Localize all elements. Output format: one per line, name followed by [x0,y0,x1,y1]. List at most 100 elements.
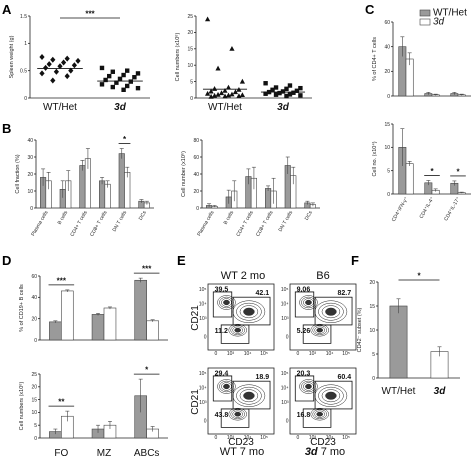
gate-percentage: 18.9 [256,374,270,381]
gate-percentage: 43.8 [215,412,229,419]
data-point [114,80,119,85]
data-point [225,92,232,98]
y-axis-label: CD42⁻ subset (%) [357,307,363,352]
data-point [280,89,286,94]
axis-tick-label: 10⁴ [199,301,207,307]
density-contour [228,323,247,337]
density-contour [318,386,344,405]
gate-percentage: 39.5 [215,286,229,293]
flow-y-axis-label: CD21 [190,305,201,331]
category-label: WT/Het [382,386,416,397]
axis-tick-label: 10³ [281,316,289,322]
density-contour [236,386,262,405]
chart-C-bottom: 0 5 10 15 Cell no. (x10⁴) CD4⁺IFN-γ⁺ CD4⁺IL-4⁺… [371,122,471,223]
panel-label-f: F [351,253,359,268]
density-contour [232,410,243,418]
axis-tick-label: 10⁴ [326,435,334,441]
axis-tick-label: 10⁵ [342,351,350,357]
gate [302,408,332,428]
data-point [50,56,56,63]
density-contour [230,325,245,336]
data-point [284,86,289,92]
category-label: B cells [57,210,70,226]
y-tick-label: 25 [187,14,193,20]
axis-tick-label: 10³ [227,435,235,441]
flow-plot: 9.06 82.7 5.26 10⁵ 10⁴ 10³ 0 0 10³ 10⁴ 10⁵ [281,283,357,357]
bar [61,290,74,341]
data-point [39,70,45,77]
data-point [284,93,289,99]
axis-tick-label: 0 [215,435,218,441]
density-contour [239,305,259,319]
category-label: Plasma cells [196,210,215,238]
category-label: DCs [138,210,148,222]
axis-tick-label: 10⁴ [281,385,289,391]
significance-label: *** [85,10,95,19]
y-tick-label: 10 [27,189,33,195]
y-tick-label: 0 [387,192,390,198]
density-contour [301,296,316,309]
density-contour [321,305,341,319]
flow-title: 3d 7 mo [305,446,345,458]
gate-percentage: 11.2 [215,328,228,335]
y-tick-label: 1 [24,41,27,47]
significance-label: *** [57,276,67,285]
data-point [287,83,293,88]
density-contour [318,302,344,321]
y-tick-label: 5 [190,79,193,85]
bar [405,163,414,195]
y-tick-label: 40 [27,138,33,144]
axis-tick-label: 10³ [199,400,207,406]
bar [91,314,105,341]
density-contour [234,327,242,333]
y-tick-label: 10 [384,145,390,151]
density-contour [305,383,312,390]
density-contour [299,295,318,310]
legend-swatch [419,18,431,26]
data-point [39,54,45,60]
panel-label-c: C [365,2,375,17]
y-tick-label: 20 [31,316,37,322]
y-tick-label: 40 [384,44,390,50]
y-tick-label: 20 [187,30,193,36]
data-point [121,72,126,78]
density-contour [243,391,255,400]
axis-tick-label: 10⁵ [199,371,207,377]
y-tick-label: 40 [193,172,199,178]
y-axis-label: % of CD19+ B cells [19,284,25,332]
category-label: Plasma cells [30,210,49,238]
y-axis-label: Cell numbers (x10⁶) [18,381,25,430]
axis-tick-label: 0 [297,435,300,441]
gate-percentage: 29.4 [215,370,229,377]
y-tick-label: 10 [187,63,193,69]
density-contour [239,389,259,403]
chart-B-left: 0 10 20 30 40 Cell fraction (%) Plasma cells B … [15,135,154,238]
category-label: CD4⁺IL-17⁺ [443,196,462,222]
y-tick-label: 20 [31,385,37,391]
density-contour [314,410,325,418]
density-contour [310,323,329,337]
density-contour [321,389,341,403]
bar [118,153,125,209]
y-tick-label: 30 [27,155,33,161]
data-point [239,78,245,84]
y-tick-label: 0.5 [20,68,27,74]
axis-tick-label: 0 [286,418,289,424]
density-contour [243,307,255,316]
axis-tick-label: 0 [297,351,300,357]
density-contour [228,407,247,421]
y-tick-label: 1.5 [20,14,27,20]
density-contour [299,379,318,394]
data-point [208,93,214,99]
category-label: CD4+ T cells [69,210,89,238]
y-axis-label: Cell no. (x10⁴) [371,141,378,176]
gate [220,408,250,428]
chart-A-left: 0 0.5 1 1.5 Spleen weight (g) WT/Het 3d *** [9,10,150,113]
data-point [125,83,130,89]
data-point [215,65,221,71]
category-label: WT/Het [208,102,242,113]
category-label: WT/Het [43,102,77,113]
data-point [99,82,105,87]
data-point [218,90,225,96]
data-point [222,87,228,93]
